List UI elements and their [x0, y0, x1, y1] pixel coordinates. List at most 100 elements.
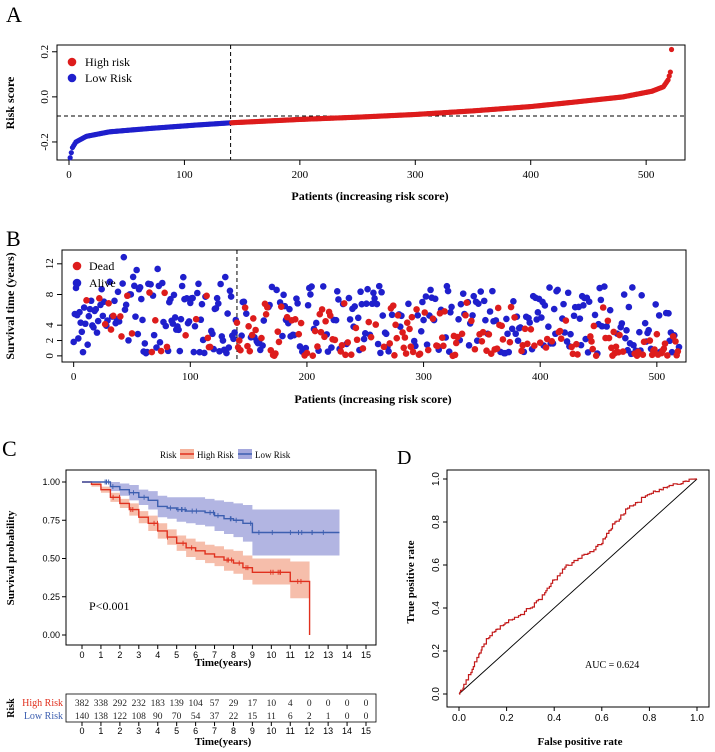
alive-point: [423, 341, 431, 348]
alive-point: [510, 297, 517, 305]
dead-point: [233, 319, 241, 326]
alive-point: [223, 349, 230, 357]
dead-point: [590, 322, 598, 330]
alive-point: [603, 323, 610, 330]
alive-point: [131, 282, 138, 290]
alive-point: [200, 349, 208, 357]
alive-point: [652, 301, 659, 308]
km-axes: 0 1 2 3 4 5 6 7 8 9 10 11 12 13 14 150.000.250.500.751.…: [42, 477, 371, 660]
dead-point: [352, 324, 360, 332]
survival-status-ytick-label: 12: [44, 258, 56, 269]
dead-point: [408, 313, 416, 321]
alive-point: [319, 283, 327, 290]
dead-point: [118, 333, 125, 340]
dead-point: [244, 342, 251, 350]
alive-point: [153, 344, 160, 351]
dead-point: [651, 346, 658, 353]
alive-point: [156, 339, 164, 346]
alive-point: [541, 302, 549, 309]
risk-table-xtick-label: 11: [286, 726, 295, 736]
roc-diagonal: [458, 478, 698, 695]
survival-status-ytick-label: 0: [44, 353, 56, 359]
alive-point: [373, 300, 381, 308]
alive-point: [307, 291, 314, 298]
dead-point: [434, 342, 441, 350]
dead-point: [589, 345, 596, 353]
dead-point: [182, 332, 189, 339]
alive-point: [286, 305, 293, 313]
risk-score-point: [68, 150, 74, 156]
dead-point: [318, 306, 326, 313]
dead-point: [309, 352, 317, 359]
alive-point: [335, 296, 342, 303]
dead-point: [557, 335, 565, 343]
roc-xtick-label: 1.0: [690, 713, 704, 724]
dead-point: [438, 334, 446, 341]
roc-ytick-label: 0.2: [431, 644, 442, 658]
alive-point: [505, 348, 513, 356]
dead-point: [548, 338, 556, 345]
km-xlabel: Time(years): [195, 657, 252, 669]
alive-point: [132, 313, 139, 320]
alive-point: [560, 300, 567, 308]
risk-table-cell: 10: [267, 699, 277, 709]
dead-point: [573, 340, 580, 348]
km-xtick-label: 0: [79, 650, 84, 660]
dead-point: [646, 337, 654, 344]
alive-point: [570, 312, 578, 320]
roc-xlabel: False positive rate: [538, 736, 623, 748]
dead-point: [272, 350, 279, 357]
risk-score-points: [67, 46, 675, 161]
km-xtick-label: 3: [136, 650, 141, 660]
alive-point: [224, 310, 231, 317]
dead-point: [275, 338, 283, 346]
alive-point: [154, 265, 161, 273]
survival-status-xlabel: Patients (increasing risk score): [294, 392, 451, 406]
dead-point: [462, 311, 469, 319]
alive-point: [93, 329, 101, 336]
alive-point: [475, 300, 482, 308]
alive-point: [312, 319, 320, 327]
dead-point: [479, 328, 487, 336]
km-xtick-label: 12: [304, 650, 314, 660]
roc-ytick-label: 0.8: [431, 515, 442, 529]
dead-point: [653, 330, 661, 338]
dead-point: [494, 304, 502, 312]
alive-point: [645, 326, 652, 334]
dead-point: [499, 336, 507, 343]
risk-table-xtick-label: 10: [266, 726, 276, 736]
dead-point: [105, 299, 112, 307]
roc-ylabel: True positive rate: [405, 540, 417, 623]
dead-point: [493, 345, 501, 352]
alive-point: [94, 317, 102, 325]
alive-point: [455, 316, 462, 323]
dead-point: [674, 348, 682, 355]
risk-table-xtick-label: 1: [98, 726, 103, 736]
alive-point: [114, 288, 122, 296]
alive-point: [138, 295, 145, 303]
risk-table-cell: 29: [229, 699, 239, 709]
alive-point: [512, 330, 520, 338]
alive-point: [625, 303, 633, 311]
dead-point: [441, 308, 448, 315]
risk-score-xlabel: Patients (increasing risk score): [291, 189, 448, 203]
km-xtick-label: 9: [250, 650, 255, 660]
dead-point: [524, 340, 531, 348]
alive-point: [119, 280, 126, 287]
alive-point: [598, 322, 606, 330]
alive-point: [75, 335, 82, 342]
alive-point: [230, 335, 237, 343]
risk-table-xtick-label: 13: [323, 726, 333, 736]
dead-point: [340, 300, 348, 307]
alive-point: [480, 297, 488, 305]
alive-point: [178, 282, 186, 290]
risk-table-axis: 0 1 2 3 4 5 6 7 8 9 10 11 12 13 14 15: [79, 722, 371, 736]
alive-point: [133, 266, 140, 274]
dead-point: [274, 328, 282, 335]
alive-point: [92, 305, 100, 313]
panel-label-c: C: [2, 436, 17, 461]
alive-point: [180, 273, 187, 281]
dead-point: [128, 330, 136, 337]
dead-point: [146, 289, 153, 296]
alive-point: [242, 310, 250, 317]
